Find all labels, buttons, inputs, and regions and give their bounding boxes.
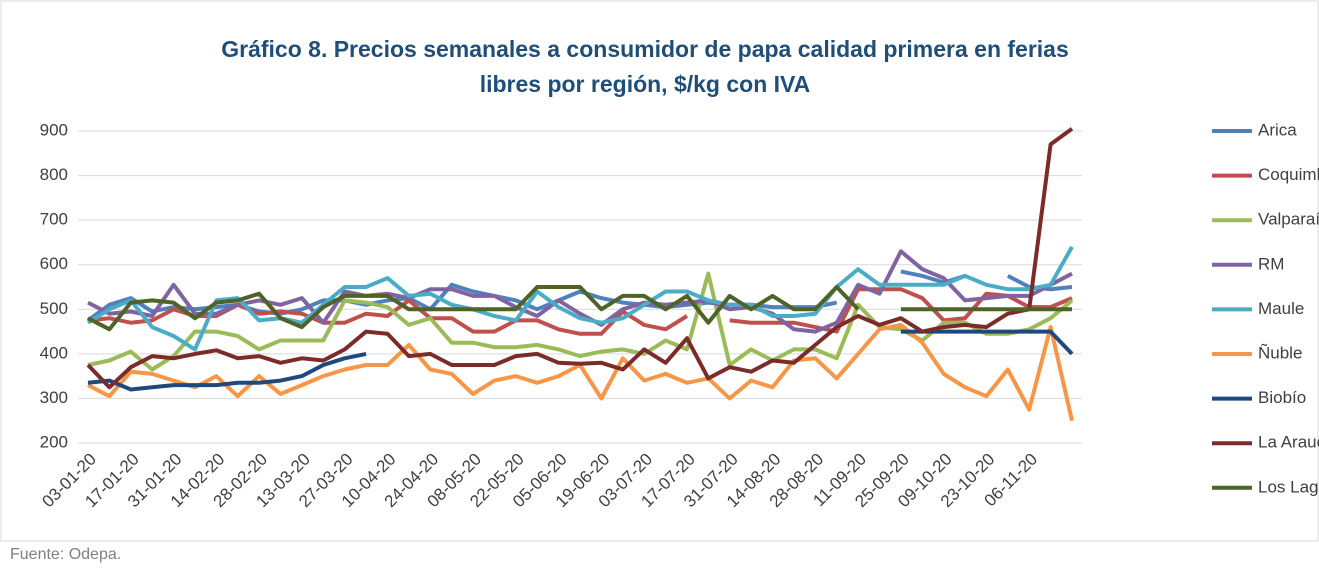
y-tick-label: 300	[40, 388, 68, 407]
legend-label: Maule	[1258, 299, 1304, 318]
legend-label: RM	[1258, 254, 1284, 273]
legend-label: La Araucanía	[1258, 433, 1319, 452]
y-tick-label: 700	[40, 210, 68, 229]
y-tick-label: 400	[40, 343, 68, 362]
series-line	[87, 285, 1072, 332]
legend-label: Arica	[1258, 120, 1297, 139]
legend-label: Valparaíso	[1258, 210, 1319, 229]
y-tick-label: 900	[40, 120, 68, 139]
y-tick-label: 500	[40, 299, 68, 318]
series-line	[87, 249, 1073, 334]
legend-label: Coquimbo	[1258, 165, 1319, 184]
y-tick-label: 600	[40, 254, 68, 273]
chart-border	[0, 0, 1319, 542]
series-line	[86, 245, 1074, 352]
chart-title: Gráfico 8. Precios semanales a consumido…	[221, 36, 1069, 97]
series-line	[86, 127, 1074, 390]
legend-label: Ñuble	[1258, 343, 1302, 362]
legend-label: Los Lagos	[1258, 477, 1319, 496]
source: Fuente: Odepa.	[10, 546, 122, 563]
y-tick-label: 800	[40, 165, 68, 184]
legend-label: Biobío	[1258, 388, 1306, 407]
y-tick-label: 200	[40, 432, 68, 451]
